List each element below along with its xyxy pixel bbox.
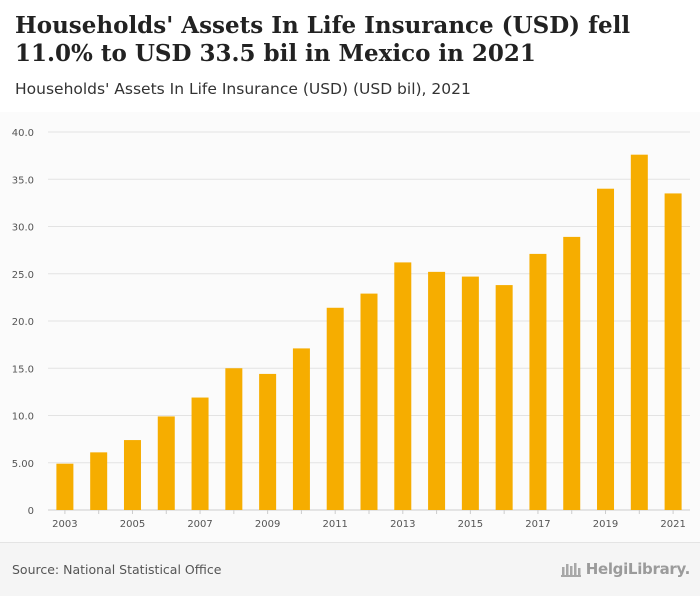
bar bbox=[90, 452, 108, 510]
x-tick-label: 2015 bbox=[458, 519, 483, 530]
y-tick-label: 30.0 bbox=[12, 223, 34, 234]
bar bbox=[326, 307, 344, 510]
bar bbox=[529, 253, 547, 510]
chart-title: Households' Assets In Life Insurance (US… bbox=[15, 12, 631, 67]
bar bbox=[360, 293, 378, 510]
bar bbox=[495, 285, 513, 510]
x-tick-label: 2009 bbox=[255, 519, 280, 530]
x-tick-label: 2005 bbox=[120, 519, 145, 530]
bar bbox=[394, 262, 412, 510]
y-tick-label: 20.0 bbox=[12, 317, 34, 328]
y-tick-label: 40.0 bbox=[12, 128, 34, 139]
x-tick-label: 2007 bbox=[187, 519, 212, 530]
x-tick-label: 2003 bbox=[52, 519, 77, 530]
x-tick-label: 2017 bbox=[525, 519, 550, 530]
bar bbox=[56, 463, 74, 510]
x-tick-label: 2019 bbox=[593, 519, 618, 530]
y-tick-label: 25.0 bbox=[12, 270, 34, 281]
footer-divider bbox=[0, 542, 700, 543]
brand-name: HelgiLibrary. bbox=[585, 560, 691, 578]
x-tick-label: 2011 bbox=[322, 519, 347, 530]
chart-area: 0 5.00 10.0 15.0 20.0 25.0 30.0 35.0 40.0 2003 200… bbox=[0, 112, 700, 542]
y-tick-label: 5.00 bbox=[12, 459, 34, 470]
bar bbox=[292, 348, 310, 510]
bar bbox=[225, 368, 243, 510]
y-tick-label: 15.0 bbox=[12, 364, 34, 375]
bar bbox=[664, 193, 682, 511]
bar bbox=[428, 271, 446, 510]
bar bbox=[123, 440, 141, 510]
header: Households' Assets In Life Insurance (US… bbox=[0, 0, 700, 112]
y-tick-label: 10.0 bbox=[12, 412, 34, 423]
bar bbox=[259, 373, 277, 510]
y-tick-label: 35.0 bbox=[12, 175, 34, 186]
bar bbox=[563, 236, 581, 510]
bar bbox=[191, 397, 209, 510]
bar-chart: 0 5.00 10.0 15.0 20.0 25.0 30.0 35.0 40.0 2003 200… bbox=[12, 128, 690, 530]
bar bbox=[597, 188, 615, 510]
brand-logo[interactable]: HelgiLibrary. bbox=[560, 560, 690, 578]
x-tick-label: 2013 bbox=[390, 519, 415, 530]
bar bbox=[157, 416, 175, 510]
chart-subtitle: Households' Assets In Life Insurance (US… bbox=[15, 80, 471, 98]
x-tick-label: 2021 bbox=[660, 519, 685, 530]
bar bbox=[461, 276, 479, 510]
source-note: Source: National Statistical Office bbox=[12, 562, 222, 577]
library-icon bbox=[560, 563, 581, 577]
bar bbox=[630, 154, 648, 510]
y-tick-label: 0 bbox=[28, 506, 34, 517]
